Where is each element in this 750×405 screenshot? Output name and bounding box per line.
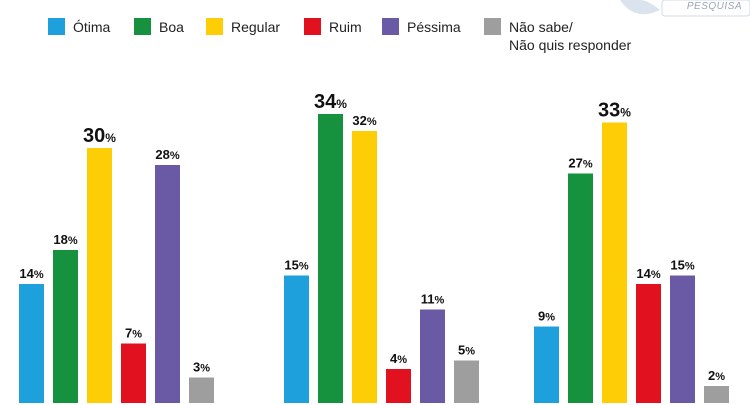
- legend-item-boa: Boa: [134, 18, 184, 36]
- legend-label: Ótima: [73, 19, 111, 35]
- bar: [602, 122, 627, 403]
- bar: [420, 309, 445, 403]
- legend-swatch: [48, 18, 65, 35]
- bar: [636, 284, 661, 403]
- legend-swatch: [484, 18, 501, 35]
- data-label: 14%: [19, 266, 43, 281]
- legend-item-ruim: Ruim: [304, 18, 362, 36]
- data-label: 32%: [352, 113, 376, 128]
- data-label: 11%: [421, 292, 445, 307]
- data-label: 7%: [125, 326, 142, 341]
- bar: [19, 284, 44, 403]
- bar: [284, 275, 309, 403]
- bar: [568, 173, 593, 403]
- data-label: 9%: [538, 309, 555, 324]
- legend-swatch: [134, 18, 151, 35]
- legend-item-nao-sabe: Não sabe/ Não quis responder: [484, 18, 631, 54]
- bar: [87, 148, 112, 403]
- bar: [189, 377, 214, 403]
- legend-label: Não sabe/ Não quis responder: [509, 19, 632, 53]
- data-label: 14%: [636, 266, 660, 281]
- bar: [155, 165, 180, 403]
- data-label: 3%: [193, 360, 210, 375]
- data-label: 15%: [284, 258, 308, 273]
- legend-item-regular: Regular: [206, 18, 280, 36]
- logo-text: PESQUISA: [686, 1, 742, 12]
- legend-swatch: [206, 18, 223, 35]
- bar: [534, 326, 559, 403]
- bar: [318, 114, 343, 403]
- logo-graphic: [620, 0, 750, 17]
- brand-logo: PESQUISA: [600, 0, 750, 22]
- data-label: 28%: [155, 147, 179, 162]
- data-label: 5%: [458, 343, 475, 358]
- legend-item-otima: Ótima: [48, 18, 110, 36]
- bar: [121, 343, 146, 403]
- data-label: 34%: [314, 91, 347, 113]
- legend-label: Ruim: [329, 19, 362, 35]
- data-label: 2%: [708, 368, 725, 383]
- data-label: 33%: [598, 100, 631, 122]
- legend-label: Boa: [159, 19, 184, 35]
- data-label: 27%: [568, 156, 592, 171]
- bar: [704, 386, 729, 403]
- legend-swatch: [382, 18, 399, 35]
- data-label: 30%: [83, 125, 116, 147]
- bar: [352, 131, 377, 403]
- bar: [670, 275, 695, 403]
- legend-label: Péssima: [407, 19, 461, 35]
- data-label: 15%: [670, 258, 694, 273]
- bar: [454, 360, 479, 403]
- legend-item-pessima: Péssima: [382, 18, 461, 36]
- legend: Ótima Boa Regular Ruim Péssima Não sabe/…: [0, 0, 750, 60]
- legend-label: Regular: [231, 19, 281, 35]
- bar: [386, 369, 411, 403]
- data-label: 4%: [390, 351, 407, 366]
- legend-swatch: [304, 18, 321, 35]
- data-label: 18%: [53, 232, 77, 247]
- bar: [53, 250, 78, 403]
